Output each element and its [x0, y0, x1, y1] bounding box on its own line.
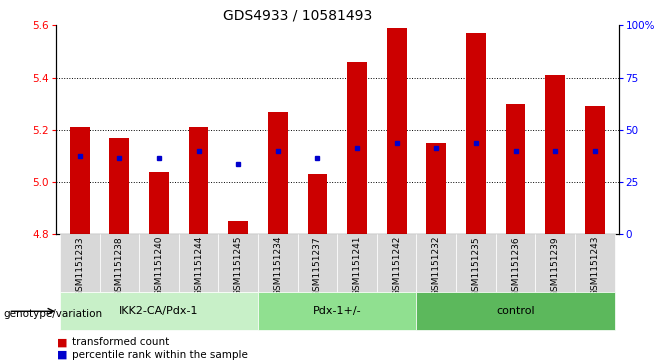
Text: GSM1151232: GSM1151232 — [432, 236, 441, 296]
Bar — [536, 234, 575, 292]
Bar — [258, 292, 417, 330]
Text: ■: ■ — [57, 337, 68, 347]
Bar — [575, 234, 615, 292]
Text: GSM1151237: GSM1151237 — [313, 236, 322, 297]
Bar — [495, 234, 536, 292]
Text: GSM1151241: GSM1151241 — [353, 236, 361, 296]
Text: GSM1151245: GSM1151245 — [234, 236, 243, 296]
Text: GSM1151242: GSM1151242 — [392, 236, 401, 296]
Text: GSM1151240: GSM1151240 — [155, 236, 163, 296]
Text: control: control — [496, 306, 535, 316]
Text: GSM1151238: GSM1151238 — [114, 236, 124, 297]
Bar — [149, 171, 169, 234]
Bar — [307, 174, 327, 234]
Bar — [139, 234, 179, 292]
Bar — [585, 106, 605, 234]
Bar — [466, 33, 486, 234]
Title: GDS4933 / 10581493: GDS4933 / 10581493 — [223, 9, 372, 23]
Bar — [377, 234, 417, 292]
Bar — [189, 127, 209, 234]
Text: GSM1151239: GSM1151239 — [551, 236, 560, 297]
Text: Pdx-1+/-: Pdx-1+/- — [313, 306, 361, 316]
Text: GSM1151234: GSM1151234 — [273, 236, 282, 296]
Bar — [417, 292, 615, 330]
Text: transformed count: transformed count — [72, 337, 169, 347]
Bar — [109, 138, 129, 234]
Bar — [60, 234, 99, 292]
Bar — [228, 221, 248, 234]
Bar — [456, 234, 495, 292]
Bar — [179, 234, 218, 292]
Bar — [426, 143, 446, 234]
Bar — [387, 28, 407, 234]
Text: ■: ■ — [57, 350, 68, 360]
Bar — [258, 234, 297, 292]
Text: percentile rank within the sample: percentile rank within the sample — [72, 350, 247, 360]
Text: GSM1151233: GSM1151233 — [75, 236, 84, 297]
Text: GSM1151235: GSM1151235 — [471, 236, 480, 297]
Bar — [347, 62, 367, 234]
Bar — [99, 234, 139, 292]
Text: GSM1151236: GSM1151236 — [511, 236, 520, 297]
Bar — [60, 292, 258, 330]
Bar — [268, 111, 288, 234]
Text: GSM1151243: GSM1151243 — [590, 236, 599, 296]
Bar — [545, 75, 565, 234]
Bar — [417, 234, 456, 292]
Bar — [297, 234, 338, 292]
Bar — [338, 234, 377, 292]
Bar — [70, 127, 89, 234]
Bar — [505, 104, 526, 234]
Text: IKK2-CA/Pdx-1: IKK2-CA/Pdx-1 — [119, 306, 199, 316]
Text: GSM1151244: GSM1151244 — [194, 236, 203, 296]
Bar — [218, 234, 258, 292]
Text: genotype/variation: genotype/variation — [3, 309, 103, 319]
